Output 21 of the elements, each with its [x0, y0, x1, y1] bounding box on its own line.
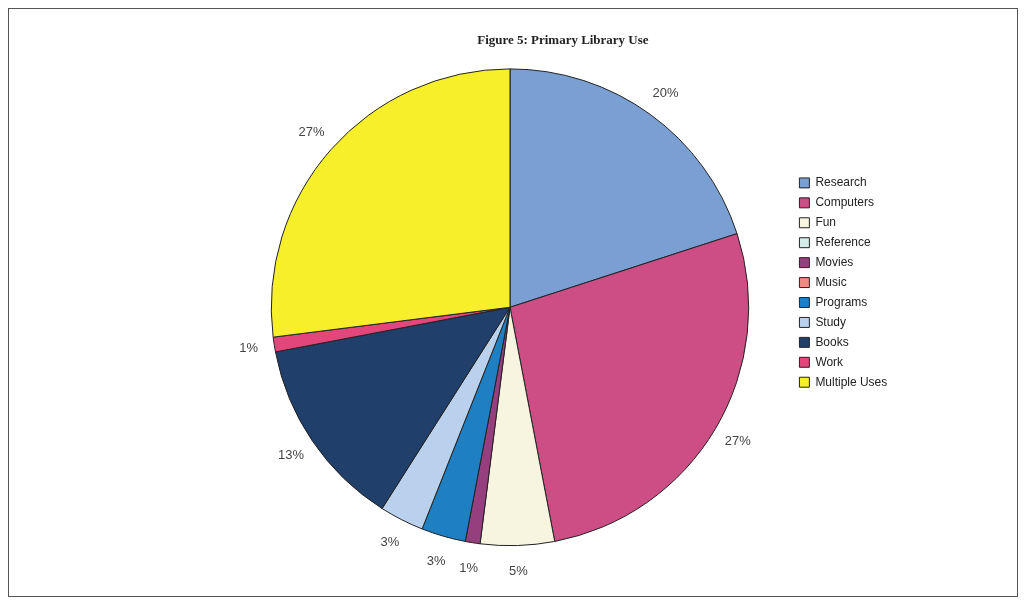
data-label: 1% [459, 559, 479, 575]
data-label: 1% [239, 340, 259, 356]
chart-title: Figure 5: Primary Library Use [477, 32, 649, 48]
data-label: 5% [508, 563, 529, 579]
legend-label: Multiple Uses [815, 374, 888, 389]
legend-label: Books [815, 334, 849, 349]
data-label: 27% [724, 433, 752, 449]
legend-label: Work [815, 354, 844, 369]
data-label: 3% [380, 534, 400, 550]
legend-label: Computers [815, 195, 874, 210]
data-label: 27% [298, 124, 325, 140]
legend-label: Reference [815, 235, 871, 249]
data-label: 20% [652, 85, 680, 101]
legend-label: Music [815, 274, 847, 289]
legend-label: Study [815, 314, 846, 329]
legend-label: Programs [815, 294, 868, 309]
legend-label: Fun [815, 215, 836, 230]
legend-label: Research [815, 175, 867, 190]
data-label: 13% [278, 447, 305, 463]
legend-label: Movies [815, 254, 854, 269]
data-label: 3% [426, 552, 446, 568]
